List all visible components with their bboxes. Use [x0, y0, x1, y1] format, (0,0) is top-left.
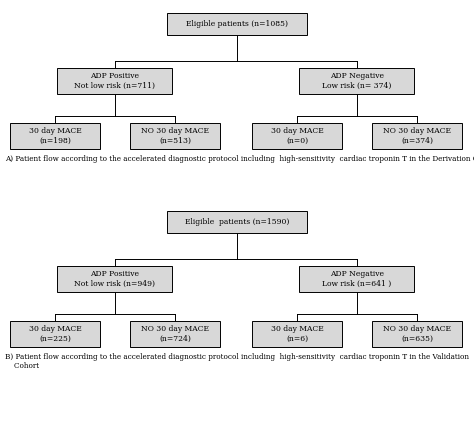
Text: ADP Negative
Low risk (n= 374): ADP Negative Low risk (n= 374)	[322, 72, 392, 90]
Text: ADP Positive
Not low risk (n=949): ADP Positive Not low risk (n=949)	[74, 270, 155, 288]
Text: B) Patient flow according to the accelerated diagnostic protocol including  high: B) Patient flow according to the acceler…	[5, 353, 469, 361]
Text: Eligible patients (n=1085): Eligible patients (n=1085)	[186, 20, 288, 28]
Text: 30 day MACE
(n=198): 30 day MACE (n=198)	[28, 127, 82, 145]
FancyBboxPatch shape	[57, 68, 173, 94]
Text: 30 day MACE
(n=225): 30 day MACE (n=225)	[28, 325, 82, 343]
FancyBboxPatch shape	[372, 123, 462, 149]
FancyBboxPatch shape	[372, 321, 462, 347]
FancyBboxPatch shape	[10, 123, 100, 149]
Text: NO 30 day MACE
(n=724): NO 30 day MACE (n=724)	[141, 325, 209, 343]
FancyBboxPatch shape	[57, 266, 173, 292]
FancyBboxPatch shape	[252, 123, 342, 149]
Text: NO 30 day MACE
(n=635): NO 30 day MACE (n=635)	[383, 325, 451, 343]
FancyBboxPatch shape	[130, 321, 220, 347]
FancyBboxPatch shape	[300, 266, 414, 292]
FancyBboxPatch shape	[130, 123, 220, 149]
Text: 30 day MACE
(n=0): 30 day MACE (n=0)	[271, 127, 323, 145]
FancyBboxPatch shape	[300, 68, 414, 94]
Text: NO 30 day MACE
(n=513): NO 30 day MACE (n=513)	[141, 127, 209, 145]
Text: ADP Positive
Not low risk (n=711): ADP Positive Not low risk (n=711)	[74, 72, 155, 90]
FancyBboxPatch shape	[252, 321, 342, 347]
Text: 30 day MACE
(n=6): 30 day MACE (n=6)	[271, 325, 323, 343]
FancyBboxPatch shape	[10, 321, 100, 347]
Text: Cohort: Cohort	[5, 362, 39, 370]
FancyBboxPatch shape	[167, 211, 307, 233]
Text: NO 30 day MACE
(n=374): NO 30 day MACE (n=374)	[383, 127, 451, 145]
Text: ADP Negative
Low risk (n=641 ): ADP Negative Low risk (n=641 )	[322, 270, 392, 288]
Text: Eligible  patients (n=1590): Eligible patients (n=1590)	[185, 218, 289, 226]
Text: A) Patient flow according to the accelerated diagnostic protocol including  high: A) Patient flow according to the acceler…	[5, 155, 474, 163]
FancyBboxPatch shape	[167, 13, 307, 35]
